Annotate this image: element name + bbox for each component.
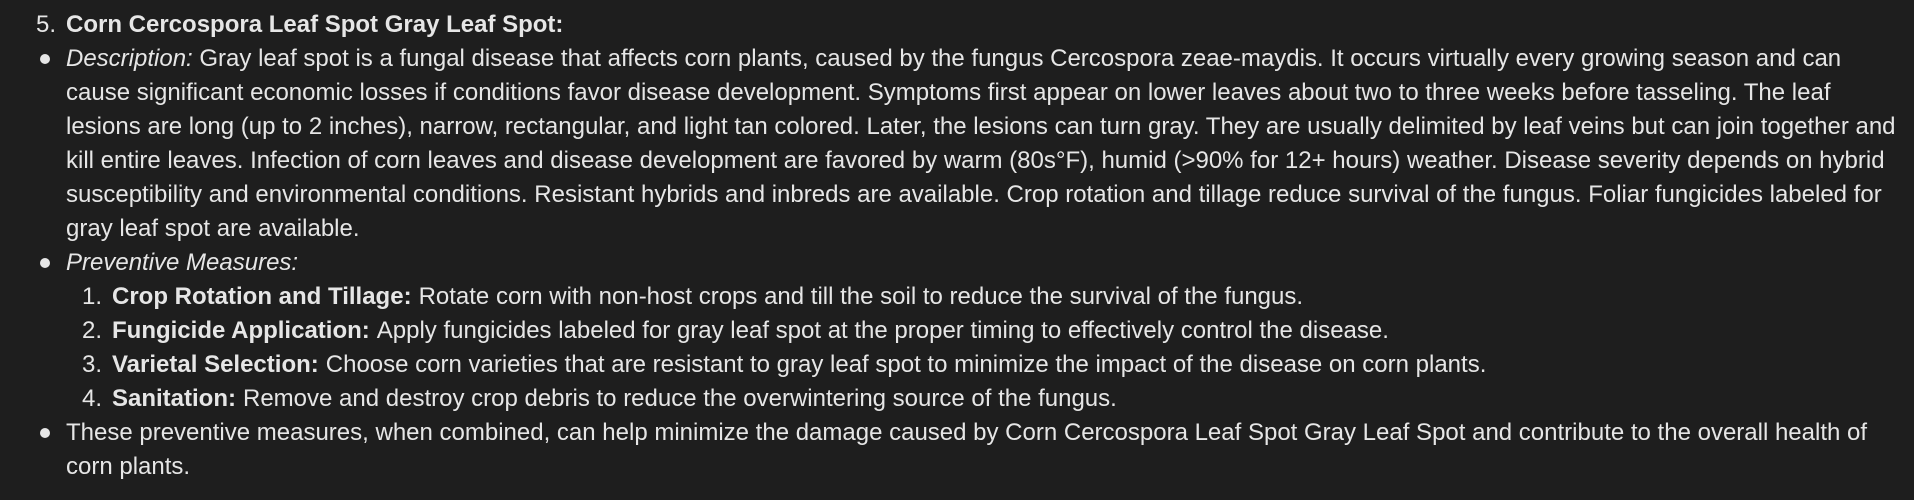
description-label: Description: [66,45,200,72]
measure-title: Varietal Selection: [112,351,319,378]
preventive-measures-label: Preventive Measures: [66,249,299,276]
measure-text[interactable]: Choose corn varieties that are resistant… [325,351,1487,378]
measure-item: 2. Fungicide Application: Apply fungicide… [10,314,1904,348]
bullet-list: Description: Gray leaf spot is a fungal … [10,42,1904,484]
measure-number: 3. [81,351,102,378]
preventive-measures-list-wrapper: 1. Crop Rotation and Tillage: Rotate corn… [10,280,1904,416]
measure-title: Crop Rotation and Tillage: [112,283,412,310]
measure-text[interactable]: Remove and destroy crop debris to reduce… [243,385,1117,412]
document: 5. Corn Cercospora Leaf Spot Gray Leaf S… [10,8,1904,484]
description-text[interactable]: Gray leaf spot is a fungal disease that … [66,45,1896,242]
section-number: 5. [35,11,56,38]
preventive-measures-item: Preventive Measures: [10,246,1904,280]
bullet-icon [40,258,50,268]
measure-number: 4. [81,385,102,412]
bullet-icon [40,428,50,438]
measure-item: 1. Crop Rotation and Tillage: Rotate corn… [10,280,1904,314]
measure-number: 1. [81,283,102,310]
measure-item: 4. Sanitation: Remove and destroy crop de… [10,382,1904,416]
preventive-measures-list: 1. Crop Rotation and Tillage: Rotate corn… [10,280,1904,416]
section-heading: 5. Corn Cercospora Leaf Spot Gray Leaf S… [10,8,1904,42]
measure-item: 3. Varietal Selection: Choose corn variet… [10,348,1904,382]
measure-title: Sanitation: [112,385,236,412]
measure-text[interactable]: Apply fungicides labeled for gray leaf s… [376,317,1389,344]
summary-item: These preventive measures, when combined… [10,416,1904,484]
bullet-icon [40,54,50,64]
measure-title: Fungicide Application: [112,317,370,344]
measure-text[interactable]: Rotate corn with non-host crops and till… [418,283,1304,310]
measure-number: 2. [81,317,102,344]
section-title[interactable]: Corn Cercospora Leaf Spot Gray Leaf Spot… [66,11,564,38]
summary-text[interactable]: These preventive measures, when combined… [66,419,1868,480]
description-item: Description: Gray leaf spot is a fungal … [10,42,1904,246]
